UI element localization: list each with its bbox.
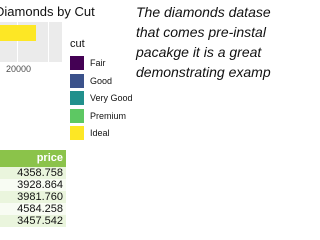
legend-swatch	[70, 56, 84, 70]
table: price 4358.758 3928.864 3981.760 4584.258 34…	[0, 150, 66, 227]
table-cell: 3981.760	[0, 191, 66, 203]
legend-swatch	[70, 73, 84, 88]
grid-line	[17, 22, 18, 62]
table-cell: 4358.758	[0, 167, 66, 179]
table-cell: 3457.542	[0, 215, 66, 227]
legend-label: Good	[90, 75, 113, 86]
table-cell: 4584.258	[0, 203, 66, 215]
bar	[0, 25, 36, 41]
plot-panel	[0, 22, 62, 62]
x-tick-label: 20000	[6, 64, 32, 74]
prose-line: pacakge it is a great	[136, 44, 262, 60]
prose: The diamonds datase that comes pre-instal…	[136, 2, 271, 82]
prose-line: demonstrating examp	[136, 64, 271, 80]
table-header: price	[0, 150, 66, 167]
grid-line	[48, 22, 49, 62]
legend-swatch	[70, 126, 84, 140]
legend-swatch	[70, 91, 84, 105]
legend-label: Very Good	[90, 93, 133, 103]
page: {"figure": {"title": "Diamonds by Cut", …	[0, 4, 271, 227]
table-body: 4358.758 3928.864 3981.760 4584.258 3457.542	[0, 167, 66, 227]
legend-label: Premium	[90, 110, 127, 121]
prose-line: that comes pre-instal	[136, 24, 266, 40]
legend-swatch	[70, 108, 84, 123]
legend-label: Fair	[90, 58, 106, 68]
table-cell: 3928.864	[0, 179, 66, 191]
legend-label: Ideal	[90, 128, 110, 138]
prose-line: The diamonds datase	[136, 4, 271, 20]
chart-title: Diamonds by Cut	[0, 4, 95, 19]
legend-title: cut	[70, 38, 85, 50]
